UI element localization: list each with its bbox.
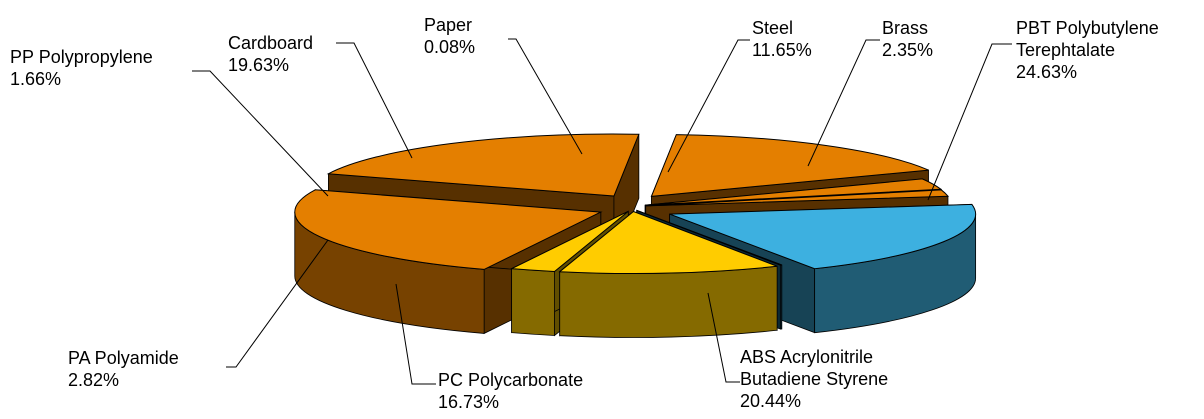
leader-line-5 <box>226 239 329 368</box>
pie-slice-5 <box>645 178 943 206</box>
slice-label-0: Steel 11.65% <box>752 18 812 60</box>
slice-label-line: Butadiene Styrene <box>740 369 888 389</box>
slice-label-line: Brass <box>882 18 928 38</box>
slice-label-line: 2.82% <box>68 370 119 390</box>
slice-label-line: Cardboard <box>228 33 313 53</box>
slice-label-line: 0.08% <box>424 37 475 57</box>
slice-rim <box>511 268 555 336</box>
pie-slice-8 <box>636 209 782 266</box>
slice-labels: Steel 11.65% Brass 2.35% PBT Polybutylene Ter… <box>10 15 1159 412</box>
slice-label-line: PP Polypropylene <box>10 47 153 67</box>
leader-line-6 <box>192 70 329 197</box>
pie-slice-6 <box>645 189 949 207</box>
leader-lines <box>192 38 1012 385</box>
pie-slice-2 <box>294 189 603 270</box>
leader-line-4 <box>395 283 436 385</box>
pie-slice-0 <box>558 210 778 275</box>
leader-line-0 <box>667 39 750 173</box>
slice-label-line: Terephtalate <box>1016 40 1115 60</box>
slice-label-line: PBT Polybutylene <box>1016 18 1159 38</box>
pie-slice-3 <box>326 133 640 197</box>
slice-label-line: 2.35% <box>882 40 933 60</box>
slice-rim <box>779 264 783 330</box>
leader-line-8 <box>508 38 583 155</box>
slice-label-1: Brass 2.35% <box>882 18 933 60</box>
slice-label-line: 20.44% <box>740 391 801 411</box>
slice-label-line: 1.66% <box>10 69 61 89</box>
slice-label-8: Paper 0.08% <box>424 15 475 57</box>
slice-label-line: 16.73% <box>438 392 499 412</box>
pie-slice-7 <box>669 203 977 270</box>
slice-label-line: 11.65% <box>752 40 812 60</box>
leader-line-2 <box>927 43 1012 201</box>
slice-label-line: Paper <box>424 15 472 35</box>
pie-top-layer <box>294 133 977 275</box>
pie-slice-1 <box>509 210 629 273</box>
slice-label-3: ABS Acrylonitrile Butadiene Styrene 20.44% <box>740 347 888 411</box>
slice-label-line: 24.63% <box>1016 62 1077 82</box>
pie-slice-4 <box>650 134 929 197</box>
slice-label-7: Cardboard 19.63% <box>228 33 313 75</box>
slice-label-4: PC Polycarbonate 16.73% <box>438 370 583 412</box>
leader-line-3 <box>707 292 740 383</box>
slice-label-line: ABS Acrylonitrile <box>740 347 873 367</box>
leader-line-1 <box>807 39 880 167</box>
slice-label-line: Steel <box>752 18 793 38</box>
slice-label-line: PC Polycarbonate <box>438 370 583 390</box>
slice-label-5: PA Polyamide 2.82% <box>68 348 179 390</box>
leader-line-7 <box>336 42 413 159</box>
slice-rim <box>559 265 778 338</box>
slice-label-6: PP Polypropylene 1.66% <box>10 47 153 89</box>
slice-label-2: PBT Polybutylene Terephtalate 24.63% <box>1016 18 1159 82</box>
slice-label-line: PA Polyamide <box>68 348 179 368</box>
slice-label-line: 19.63% <box>228 55 289 75</box>
